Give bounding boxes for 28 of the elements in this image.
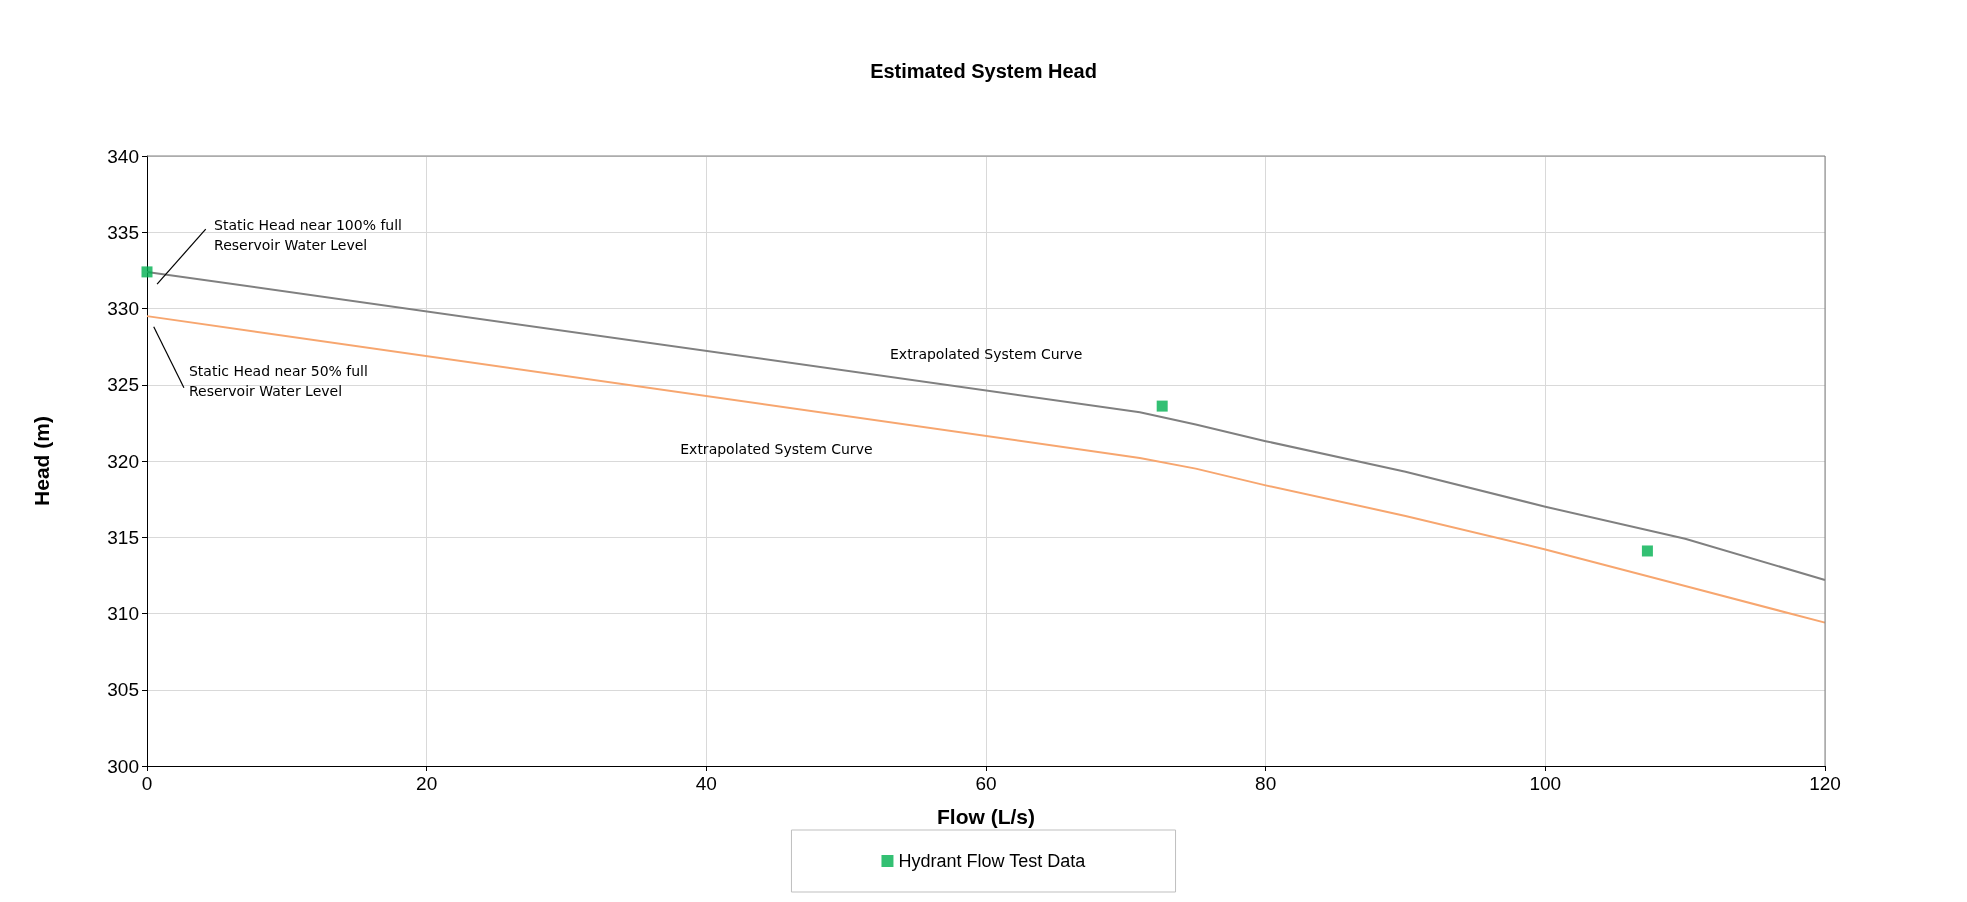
annotation: Extrapolated System Curve: [890, 345, 1083, 365]
annotation: Extrapolated System Curve: [680, 439, 873, 459]
x-tick-label: 60: [975, 773, 997, 794]
point: [1641, 545, 1653, 557]
y-tick-label: 325: [107, 374, 139, 396]
line-series: [146, 315, 1826, 624]
y-tick-label: 310: [107, 603, 139, 624]
legend-label: Hydrant Flow Test Data: [898, 851, 1087, 871]
annotation: Static Head near 50% full Reservoir Water Level: [188, 362, 368, 402]
y-tick-label: 305: [107, 679, 139, 701]
y-tick-label: 320: [107, 450, 139, 472]
x-tick-label: 100: [1529, 773, 1562, 794]
chart-title: Estimated System Head: [870, 60, 1097, 82]
x-tick-label: 40: [695, 773, 717, 794]
x-axis-title: Flow (L/s): [937, 805, 1035, 828]
y-axis-title: Head (m): [30, 416, 53, 506]
y-tick-label: 315: [107, 526, 139, 548]
x-tick-label: 120: [1809, 773, 1841, 794]
y-tick-label: 335: [107, 221, 139, 243]
y-tick-label: 330: [107, 298, 139, 319]
x-tick-label: 0: [141, 773, 153, 794]
annotation: Static Head near 100% full Reservoir Water Level: [214, 215, 402, 256]
x-tick-label: 20: [416, 773, 438, 794]
y-tick-label: 300: [107, 755, 139, 777]
point: [141, 266, 153, 278]
y-tick-label: 340: [107, 145, 139, 167]
point: [1156, 400, 1168, 412]
x-tick-label: 80: [1255, 773, 1277, 794]
